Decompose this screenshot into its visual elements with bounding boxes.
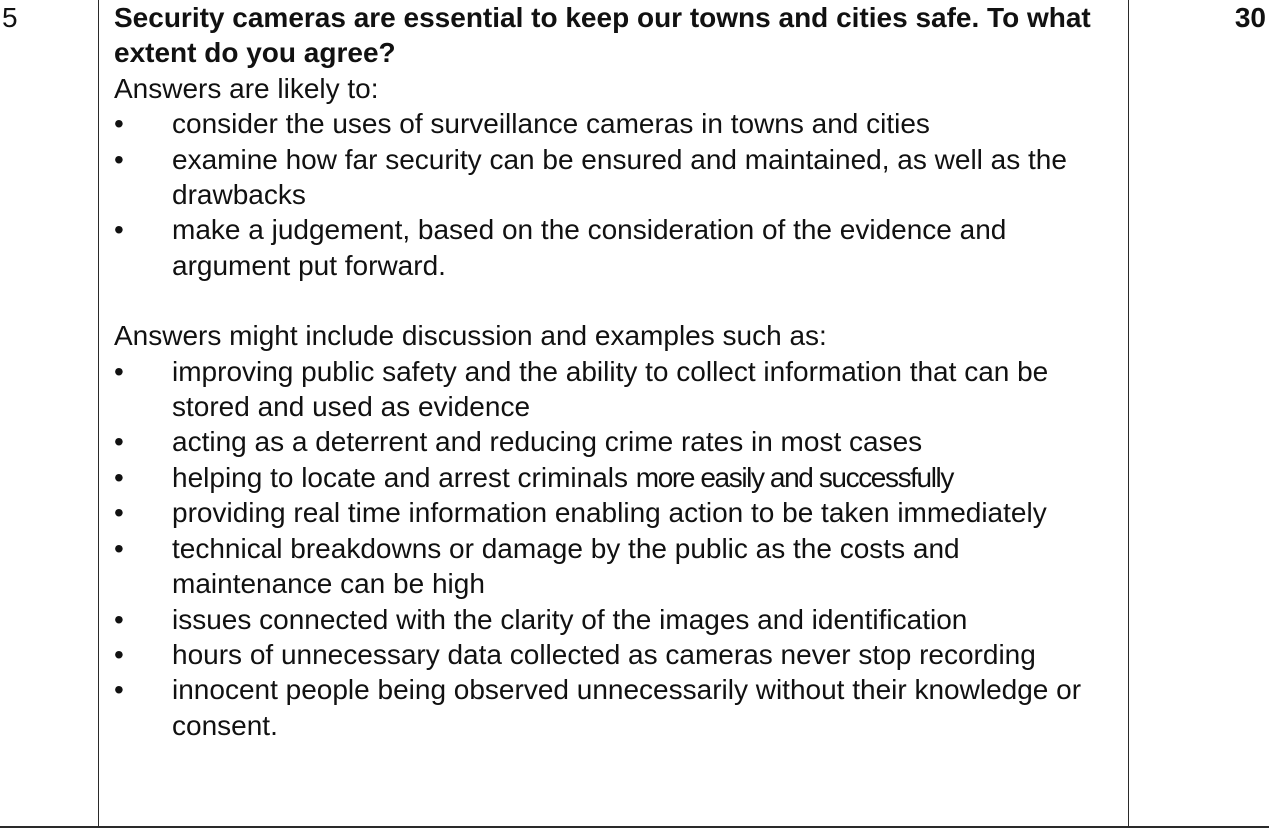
list-item: • providing real time information enablin…: [114, 495, 1119, 530]
bullet-icon: •: [114, 532, 124, 564]
list-item-text: helping to locate and arrest criminals: [172, 461, 629, 493]
list-item-text: acting as a deterrent and reducing crime…: [172, 426, 923, 458]
table-bottom-border: [0, 826, 1269, 828]
column-divider-right: [1128, 0, 1129, 826]
list-item: • helping to locate and arrest criminals …: [114, 460, 1119, 495]
list-item: • technical breakdowns or damage by the p…: [114, 531, 1119, 602]
list-item-text: improving public safety and the ability …: [172, 355, 1049, 423]
question-text: Security cameras are essential to keep o…: [114, 2, 1091, 69]
bullet-icon: •: [114, 603, 124, 635]
likely-intro: Answers are likely to:: [114, 72, 379, 104]
bullet-icon: •: [114, 355, 124, 387]
likely-list: • consider the uses of surveillance camer…: [114, 106, 1119, 283]
list-item-text: technical breakdowns or damage by the pu…: [172, 532, 960, 600]
list-item-text: hours of unnecessary data collected as c…: [172, 638, 1036, 670]
list-item: • consider the uses of surveillance camer…: [114, 106, 1119, 141]
question-number: 5: [2, 2, 18, 33]
list-item: • make a judgement, based on the consider…: [114, 212, 1119, 283]
list-item: • improving public safety and the ability…: [114, 354, 1119, 425]
list-item-text-condensed: more easily and successfully: [635, 461, 955, 493]
bullet-icon: •: [114, 674, 124, 706]
list-item: • issues connected with the clarity of th…: [114, 602, 1119, 637]
bullet-icon: •: [114, 426, 124, 458]
bullet-icon: •: [114, 143, 124, 175]
bullet-icon: •: [114, 214, 124, 246]
list-item-text: consider the uses of surveillance camera…: [172, 108, 930, 140]
list-item: • hours of unnecessary data collected as …: [114, 637, 1119, 672]
spacer: [114, 283, 1119, 318]
marks-value: 30: [1234, 2, 1266, 33]
list-item-text: providing real time information enabling…: [172, 497, 1047, 529]
answer-guidance: Security cameras are essential to keep o…: [114, 0, 1119, 743]
include-list: • improving public safety and the ability…: [114, 354, 1119, 743]
list-item-text: make a judgement, based on the considera…: [172, 214, 1007, 281]
list-item: • examine how far security can be ensured…: [114, 142, 1119, 213]
list-item: • innocent people being observed unnecess…: [114, 672, 1119, 743]
list-item-text: examine how far security can be ensured …: [172, 143, 1067, 211]
column-divider-left: [98, 0, 99, 826]
list-item-text: innocent people being observed unnecessa…: [172, 674, 1082, 741]
bullet-icon: •: [114, 497, 124, 529]
list-item-text: issues connected with the clarity of the…: [172, 603, 968, 635]
bullet-icon: •: [114, 638, 124, 670]
list-item: • acting as a deterrent and reducing crim…: [114, 424, 1119, 459]
include-intro: Answers might include discussion and exa…: [114, 320, 827, 352]
bullet-icon: •: [114, 108, 124, 140]
bullet-icon: •: [114, 461, 124, 493]
